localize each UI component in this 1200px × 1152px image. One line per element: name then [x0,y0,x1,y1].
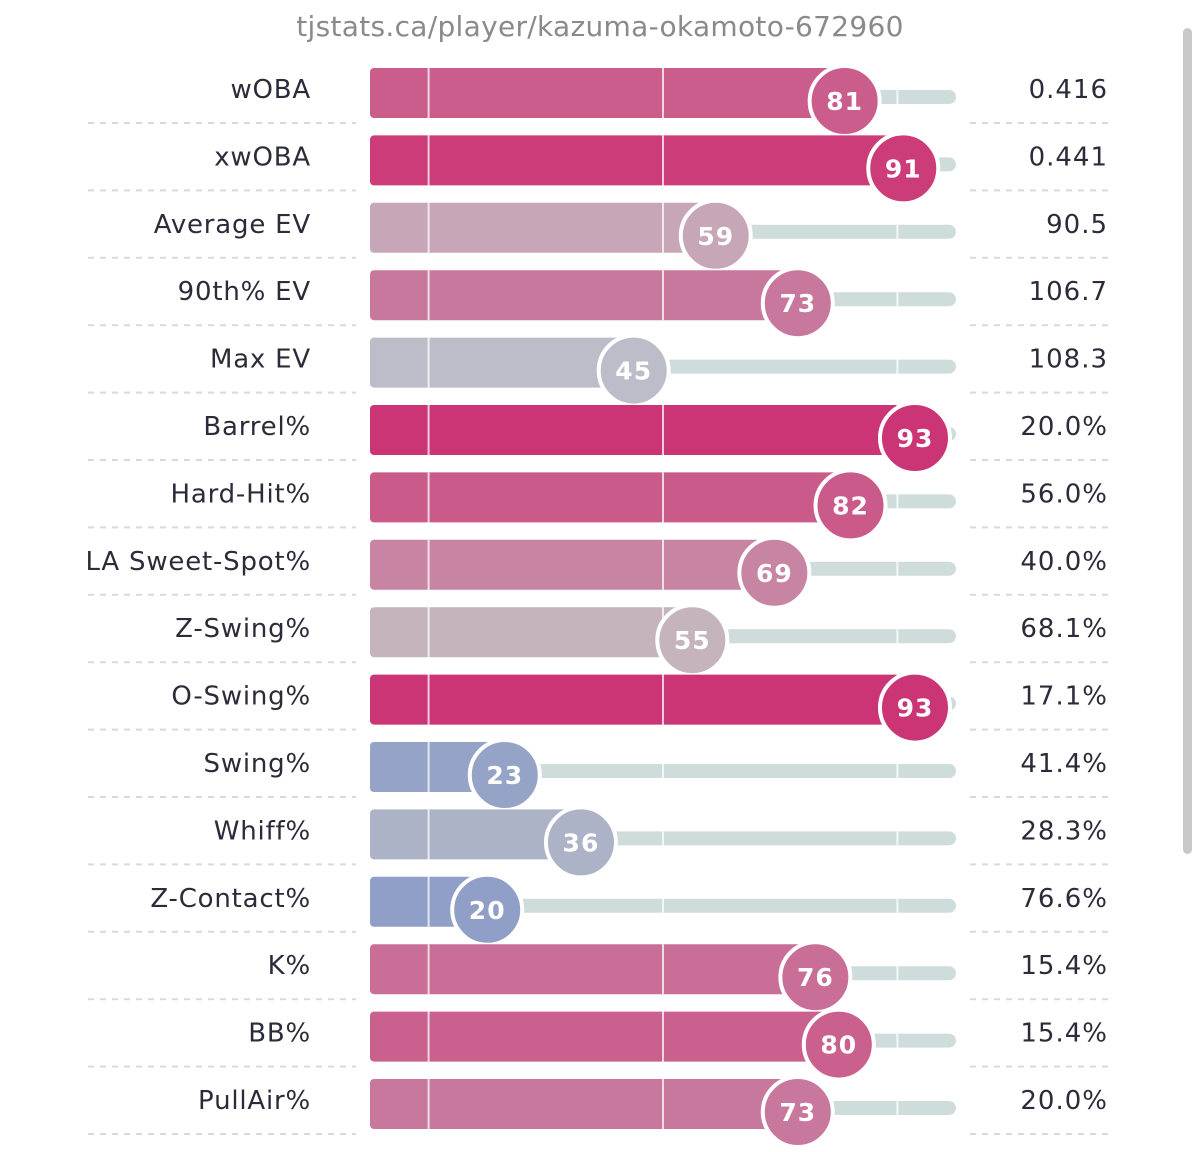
percentile-bar [370,539,775,590]
url-text: tjstats.ca/player/kazuma-okamoto-672960 [296,10,904,43]
stat-value: 41.4% [1020,749,1108,779]
percentile-label: 23 [486,761,523,790]
stat-value: 28.3% [1020,816,1108,846]
percentile-label: 59 [697,222,734,251]
stat-value: 20.0% [1020,412,1108,442]
percentile-label: 76 [797,963,834,992]
metric-label: Z-Swing% [175,614,311,644]
percentile-label: 80 [820,1031,857,1060]
percentile-marker [866,131,941,206]
metric-label: wOBA [230,75,311,105]
percentile-label: 82 [832,491,869,520]
metric-label: Whiff% [214,816,311,846]
scrollbar[interactable] [1183,28,1192,854]
metric-label: Max EV [210,345,311,375]
percentile-label: 91 [885,154,922,183]
metric-label: O-Swing% [171,682,311,712]
percentile-marker [877,670,952,745]
metric-label: Average EV [154,210,311,240]
stat-value: 15.4% [1020,951,1108,981]
metric-label: LA Sweet-Spot% [86,547,311,577]
percentile-bar [370,944,816,995]
percentile-bar [370,405,915,455]
metric-label: BB% [248,1019,311,1049]
percentile-bar [370,1011,839,1062]
percentile-label: 81 [826,87,863,116]
stat-value: 68.1% [1020,614,1108,644]
percentile-bar [370,270,798,321]
stat-value: 15.4% [1020,1019,1108,1049]
percentile-bar [370,1079,798,1129]
stat-value: 20.0% [1020,1086,1108,1116]
stat-value: 108.3 [1029,345,1108,375]
percentile-marker [737,535,812,610]
percentile-label: 45 [615,357,652,386]
percentile-bar [370,472,851,523]
percentile-bar [370,135,904,186]
stat-value: 17.1% [1020,682,1108,712]
percentile-bar [370,337,634,388]
percentile-bar [370,809,581,860]
metric-label: xwOBA [214,142,311,172]
percentile-label: 69 [756,559,793,588]
metric-label: Swing% [204,749,311,779]
percentile-marker [813,468,888,543]
percentile-label: 55 [674,626,711,655]
metric-label: Z-Contact% [150,884,311,914]
percentile-label: 93 [897,424,934,453]
stat-value: 40.0% [1020,547,1108,577]
metric-label: PullAir% [198,1086,311,1116]
percentile-marker [877,401,952,475]
percentile-bar [370,607,693,658]
metric-label: Hard-Hit% [171,479,311,509]
percentile-label: 93 [897,694,934,723]
metric-label: Barrel% [203,412,311,442]
percentile-label: 73 [779,1098,816,1127]
percentile-marker [760,1075,835,1149]
stat-value: 76.6% [1020,884,1108,914]
percentile-label: 73 [779,289,816,318]
stat-value: 56.0% [1020,479,1108,509]
percentile-label: 36 [563,828,600,857]
percentile-marker [801,1007,876,1082]
stat-value: 0.441 [1029,142,1108,172]
percentile-bar [370,202,716,253]
percentile-marker [760,266,835,341]
percentile-marker [543,805,618,880]
stat-value: 106.7 [1029,277,1108,307]
percentile-bar [370,68,845,118]
percentile-label: 20 [469,896,506,925]
stat-value: 90.5 [1046,210,1108,240]
stat-value: 0.416 [1029,75,1108,105]
metric-label: 90th% EV [178,277,311,307]
percentile-bar [370,674,915,725]
metric-label: K% [268,951,311,981]
